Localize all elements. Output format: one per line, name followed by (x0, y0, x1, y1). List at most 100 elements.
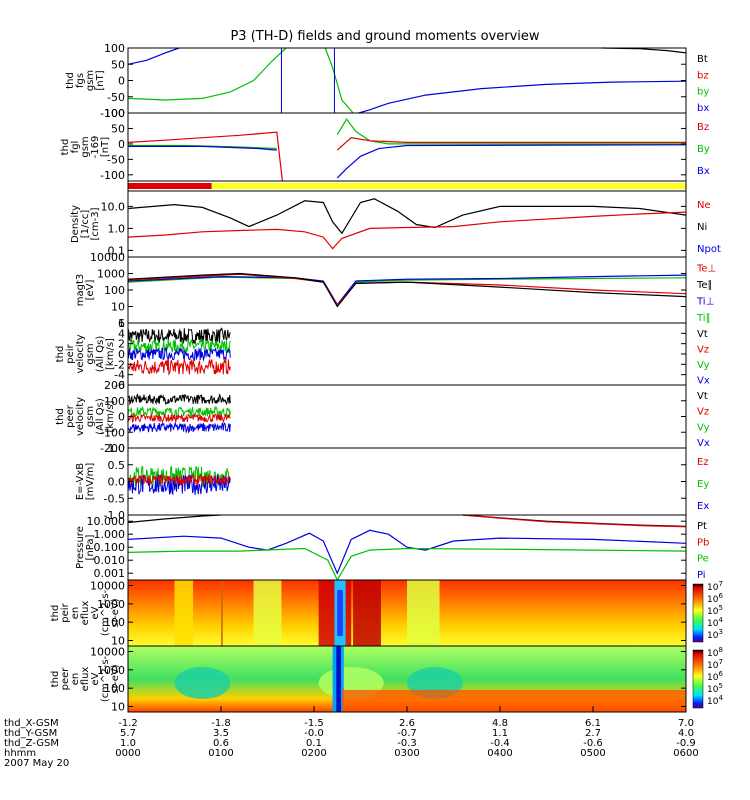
y-tick-label: 1.0 (108, 222, 126, 235)
y-tick-label: 0 (118, 348, 125, 361)
ephemeris-value: 0600 (673, 748, 698, 759)
y-tick-label: 1000 (97, 664, 125, 677)
ephemeris-value: 1.0 (120, 738, 136, 749)
series-band-3 (127, 358, 231, 376)
legend-Npot: Npot (697, 244, 721, 255)
panel-frame (127, 447, 687, 516)
y-tick-label: 10000 (90, 251, 125, 264)
ephemeris-value: -1.8 (211, 718, 231, 729)
y-axis-label: magt3 (75, 274, 86, 307)
y-tick-label: -100 (100, 426, 125, 439)
ephemeris-value: 2.7 (585, 728, 601, 739)
legend-bx: bx (697, 103, 709, 114)
y-tick-label: 100 (104, 395, 125, 408)
y-tick-label: -0.5 (104, 492, 125, 505)
series-By (336, 118, 686, 145)
y-tick-label: 50 (111, 58, 125, 71)
ephemeris-value: 1.1 (492, 728, 508, 739)
y-tick-label: 0.1 (108, 244, 126, 257)
series-Bz (127, 131, 283, 182)
ephemeris-value: -1.5 (304, 718, 324, 729)
series-Te∥ (127, 272, 687, 308)
spectrogram-low-energy (341, 689, 686, 712)
y-tick-label: 1.0 (108, 442, 126, 455)
y-axis-label: (All Qs) (95, 398, 106, 435)
y-tick-label: -200 (100, 442, 125, 455)
y-tick-label: 200 (104, 379, 125, 392)
y-tick-label: 100 (104, 284, 125, 297)
y-axis-label: eflux (80, 667, 91, 692)
y-axis-label: [1/cc] (80, 210, 91, 239)
colorbar-label: 106 (707, 592, 723, 605)
y-tick-label: 100 (104, 616, 125, 629)
y-tick-label: 100 (104, 682, 125, 695)
legend-Ex: Ex (697, 501, 709, 512)
ephemeris-value: 0200 (301, 748, 326, 759)
legend-Pe: Pe (697, 554, 709, 565)
y-tick-label: 10000 (90, 580, 125, 593)
colorbar-label: 107 (707, 580, 723, 593)
panel-peer: 200 100 0 -100 -200 thd peer velocity gsm (All Qs… (55, 379, 710, 455)
series-Bz (336, 137, 686, 151)
y-tick-label: 0.0 (108, 476, 126, 489)
y-axis-label: sr-eV) (110, 598, 121, 627)
legend-By: By (697, 144, 710, 155)
series-Pi (127, 529, 687, 575)
legend-Bz: Bz (697, 122, 709, 133)
ephemeris-value: 0000 (115, 748, 140, 759)
y-tick-label: -4 (114, 369, 125, 382)
y-axis-label: velocity (75, 397, 86, 436)
colorbar-label: 107 (707, 658, 723, 671)
series-band-2 (127, 346, 231, 362)
legend-Bx: Bx (697, 166, 710, 177)
colorbar-label: 105 (707, 682, 723, 695)
y-axis-label: (cm^2-s- (100, 589, 111, 636)
ephemeris-value: 4.0 (678, 728, 694, 739)
series-Te⊥ (127, 273, 687, 307)
y-axis-label: eV (90, 606, 101, 619)
y-tick-label: 1.000 (94, 528, 126, 541)
series-Pt (462, 514, 687, 527)
panel-efield: 1.0 0.5 0.0 -0.5 -1.0 E=-VxB [mV/m] Ez Ey Ex (75, 442, 709, 522)
y-axis-label: E=-VxB (75, 463, 86, 500)
series-band-0 (127, 327, 231, 346)
ephemeris-value: 5.7 (120, 728, 136, 739)
y-axis-label: thd (55, 346, 66, 363)
y-tick-label: 10 (111, 634, 125, 647)
y-tick-label: 0 (118, 138, 125, 151)
panel-fgs: 100 50 0 -50 -100 thd fgs gsm [nT] Bt bz by bx (65, 42, 709, 120)
y-axis-label: thd (65, 72, 76, 89)
y-tick-label: 1000 (97, 268, 125, 281)
ephemeris-value: 2.6 (399, 718, 415, 729)
panel-frame (127, 47, 687, 114)
y-axis-label: velocity (75, 334, 86, 373)
legend-Vt: Vt (697, 329, 708, 340)
spectrogram-blob-0 (174, 667, 231, 699)
colorbar-label: 108 (707, 646, 723, 659)
ephemeris-value: -0.4 (490, 738, 510, 749)
spectrogram-band-0 (174, 580, 194, 646)
y-axis-label: gsm (80, 136, 91, 157)
y-tick-label: 10000 (90, 646, 125, 659)
y-axis-label: peer (60, 667, 71, 691)
ephemeris-value: 6.1 (585, 718, 601, 729)
y-tick-label: 10 (111, 301, 125, 314)
y-axis-label: gsm (85, 343, 96, 364)
spectrogram-band-3 (353, 580, 381, 646)
y-axis-label: (All Qs) (95, 336, 106, 373)
y-tick-label: -6 (114, 379, 125, 392)
panel-frame (127, 384, 687, 449)
legend-Ey: Ey (697, 479, 709, 490)
series-band-3 (127, 421, 231, 434)
series-Pe (127, 547, 687, 582)
panel-mode (127, 180, 687, 192)
legend-by: by (697, 87, 709, 98)
y-axis-label: [eV] (85, 280, 96, 301)
y-axis-label: peir (65, 343, 76, 363)
date-label: 2007 May 20 (4, 758, 69, 769)
ephemeris-label: thd_Z-GSM (4, 738, 59, 749)
ephemeris-value: 4.8 (492, 718, 508, 729)
legend-Ti⊥: Ti⊥ (696, 296, 714, 307)
series-band-0 (127, 393, 231, 406)
